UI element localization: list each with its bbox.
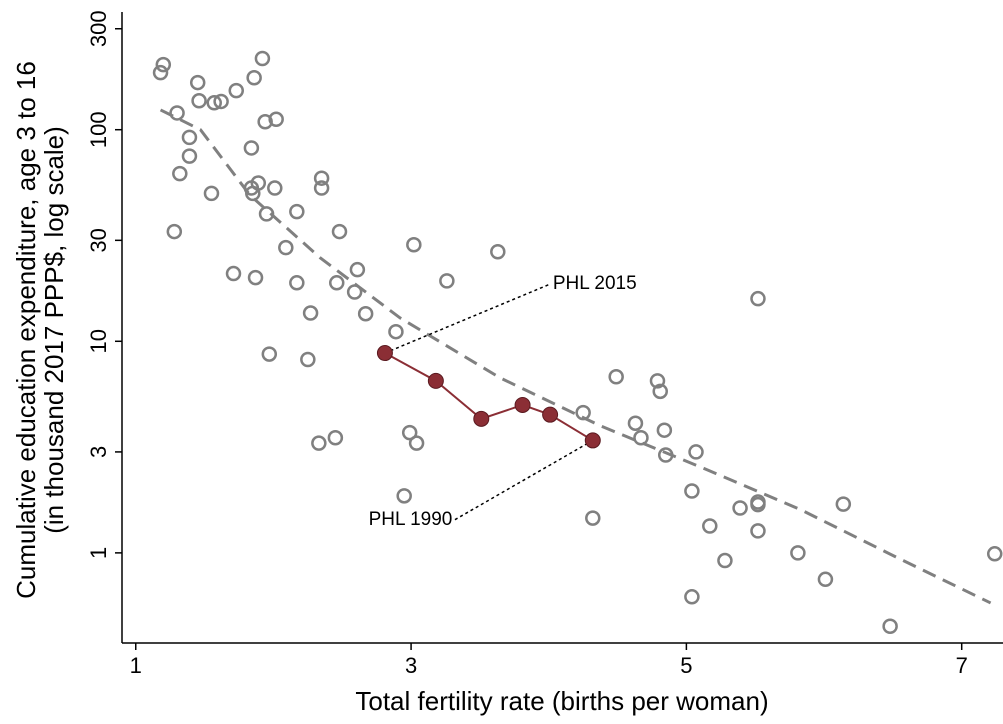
scatter-point xyxy=(732,500,748,516)
scatter-point xyxy=(191,93,207,109)
y-tick-label: 30 xyxy=(86,228,111,252)
phl-line xyxy=(384,352,594,442)
scatter-point xyxy=(882,618,898,634)
scatter-point xyxy=(652,383,668,400)
scatter-point xyxy=(181,129,198,146)
fit-line xyxy=(159,108,992,605)
scatter-point xyxy=(243,140,260,156)
scatter-point xyxy=(702,518,718,534)
scatter-point xyxy=(278,239,294,256)
scatter-point xyxy=(396,488,412,504)
scatter-point xyxy=(261,346,278,362)
scatter-point xyxy=(688,444,704,460)
scatter-point xyxy=(313,170,330,186)
scatter-point xyxy=(254,50,271,67)
scatter-point xyxy=(331,223,348,240)
scatter-point xyxy=(717,552,733,569)
x-tick-label: 1 xyxy=(130,653,142,678)
annotation: PHL 2015 xyxy=(553,273,637,294)
annotation: PHL 1990 xyxy=(369,509,453,530)
scatter-point xyxy=(684,483,700,499)
scatter-point xyxy=(228,82,245,99)
scatter-point xyxy=(835,496,852,512)
scatter-point xyxy=(203,185,220,202)
y-axis-label: (in thousand 2017 PPP$, log scale) xyxy=(39,126,69,534)
annotation-leader xyxy=(384,283,552,354)
scatter-point xyxy=(268,111,284,128)
scatter-point xyxy=(750,496,766,513)
scatter-point xyxy=(585,510,601,526)
phl-point xyxy=(376,345,393,362)
scatter-point xyxy=(439,273,455,289)
y-tick-label: 300 xyxy=(86,10,111,47)
scatter-point xyxy=(656,422,673,438)
scatter-point xyxy=(225,265,242,282)
phl-point xyxy=(473,410,490,427)
phl-point xyxy=(584,432,601,449)
scatter-point xyxy=(649,373,666,389)
scatter-point xyxy=(408,435,425,451)
scatter-point xyxy=(169,105,185,121)
scatter-point xyxy=(357,305,374,322)
scatter-point xyxy=(327,430,344,446)
scatter-point xyxy=(750,290,766,307)
y-axis-label: Cumulative education expenditure, age 3 … xyxy=(11,61,41,599)
scatter-point xyxy=(181,148,198,164)
scatter-point xyxy=(246,70,262,86)
annotation-leader xyxy=(454,439,594,521)
x-tick-label: 5 xyxy=(680,653,692,678)
scatter-point xyxy=(289,275,305,291)
phl-point xyxy=(427,372,444,389)
scatter-point xyxy=(172,165,188,182)
scatter-point xyxy=(684,589,700,605)
scatter-point xyxy=(313,180,330,196)
scatter-point xyxy=(206,95,222,111)
scatter-point xyxy=(257,114,273,130)
scatter-point xyxy=(152,64,169,81)
y-tick-label: 3 xyxy=(86,446,111,458)
scatter-point xyxy=(790,545,806,561)
scatter-point xyxy=(388,323,404,340)
scatter-point xyxy=(349,261,366,278)
phl-point xyxy=(514,396,531,413)
scatter-point xyxy=(328,275,345,291)
x-tick-label: 7 xyxy=(956,653,968,678)
scatter-point xyxy=(406,236,422,253)
scatter-point xyxy=(289,203,305,220)
scatter-point xyxy=(401,424,418,441)
scatter-point xyxy=(302,305,319,321)
x-axis-label: Total fertility rate (births per woman) xyxy=(355,686,768,716)
scatter-point xyxy=(750,523,766,539)
scatter-point xyxy=(155,56,172,73)
phl-point xyxy=(542,406,559,423)
scatter-point xyxy=(608,368,624,385)
scatter-point xyxy=(986,546,1003,562)
scatter-point xyxy=(247,269,264,286)
scatter-point xyxy=(633,430,649,446)
scatter-point xyxy=(311,435,327,451)
x-tick-label: 3 xyxy=(405,653,417,678)
scatter-point xyxy=(817,571,834,588)
scatter-point xyxy=(300,351,316,368)
scatter-point xyxy=(213,93,229,110)
scatter-point xyxy=(267,180,283,196)
scatter-point xyxy=(245,185,261,202)
y-tick-label: 1 xyxy=(86,547,111,559)
y-tick-label: 100 xyxy=(86,111,111,148)
scatter-point xyxy=(627,415,644,431)
scatter-point xyxy=(189,74,206,91)
scatter-point xyxy=(490,243,506,260)
scatter-point xyxy=(166,223,183,240)
y-tick-label: 10 xyxy=(86,329,111,353)
